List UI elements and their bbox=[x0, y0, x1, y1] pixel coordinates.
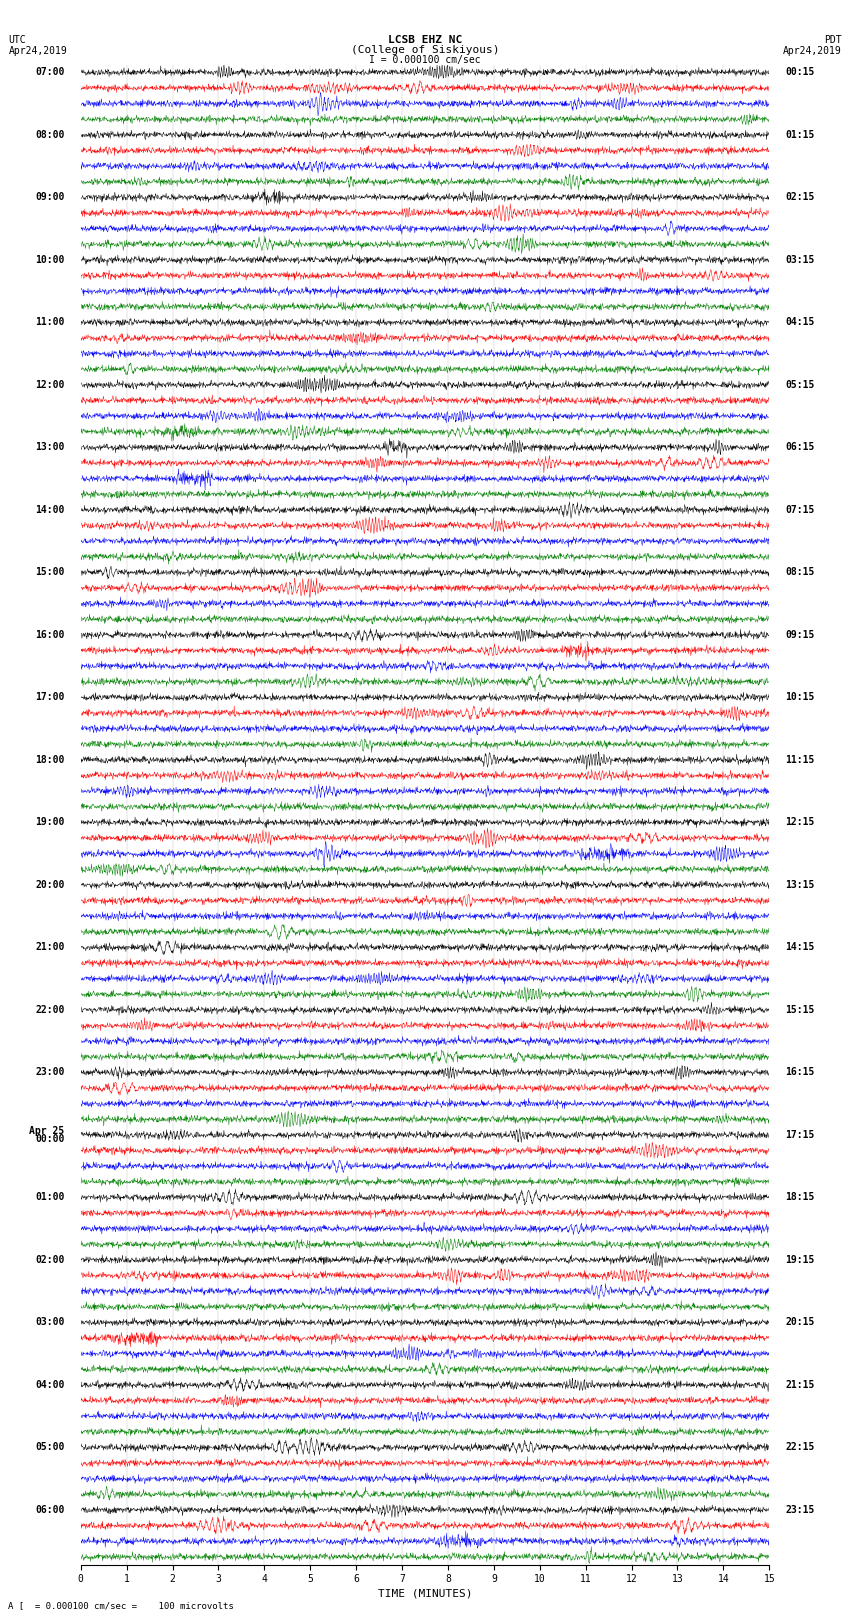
Text: I = 0.000100 cm/sec: I = 0.000100 cm/sec bbox=[369, 55, 481, 65]
Text: 23:00: 23:00 bbox=[36, 1068, 65, 1077]
Text: 00:00: 00:00 bbox=[36, 1134, 65, 1144]
Text: 15:00: 15:00 bbox=[36, 568, 65, 577]
X-axis label: TIME (MINUTES): TIME (MINUTES) bbox=[377, 1589, 473, 1598]
Text: 14:15: 14:15 bbox=[785, 942, 814, 952]
Text: 06:00: 06:00 bbox=[36, 1505, 65, 1515]
Text: A [  = 0.000100 cm/sec =    100 microvolts: A [ = 0.000100 cm/sec = 100 microvolts bbox=[8, 1600, 235, 1610]
Text: 22:15: 22:15 bbox=[785, 1442, 814, 1452]
Text: 03:15: 03:15 bbox=[785, 255, 814, 265]
Text: 08:15: 08:15 bbox=[785, 568, 814, 577]
Text: 09:00: 09:00 bbox=[36, 192, 65, 202]
Text: 19:00: 19:00 bbox=[36, 818, 65, 827]
Text: 13:15: 13:15 bbox=[785, 879, 814, 890]
Text: 00:15: 00:15 bbox=[785, 68, 814, 77]
Text: 05:15: 05:15 bbox=[785, 379, 814, 390]
Text: Apr24,2019: Apr24,2019 bbox=[783, 47, 842, 56]
Text: 16:00: 16:00 bbox=[36, 629, 65, 640]
Text: UTC: UTC bbox=[8, 35, 26, 45]
Text: 12:00: 12:00 bbox=[36, 379, 65, 390]
Text: 04:15: 04:15 bbox=[785, 318, 814, 327]
Text: 02:15: 02:15 bbox=[785, 192, 814, 202]
Text: 21:15: 21:15 bbox=[785, 1379, 814, 1390]
Text: LCSB EHZ NC: LCSB EHZ NC bbox=[388, 35, 462, 45]
Text: 01:15: 01:15 bbox=[785, 129, 814, 140]
Text: 21:00: 21:00 bbox=[36, 942, 65, 952]
Text: 20:15: 20:15 bbox=[785, 1318, 814, 1327]
Text: 01:00: 01:00 bbox=[36, 1192, 65, 1202]
Text: 11:00: 11:00 bbox=[36, 318, 65, 327]
Text: 11:15: 11:15 bbox=[785, 755, 814, 765]
Text: 17:15: 17:15 bbox=[785, 1129, 814, 1140]
Text: PDT: PDT bbox=[824, 35, 842, 45]
Text: 22:00: 22:00 bbox=[36, 1005, 65, 1015]
Text: 20:00: 20:00 bbox=[36, 879, 65, 890]
Text: 18:00: 18:00 bbox=[36, 755, 65, 765]
Text: 13:00: 13:00 bbox=[36, 442, 65, 452]
Text: 23:15: 23:15 bbox=[785, 1505, 814, 1515]
Text: 05:00: 05:00 bbox=[36, 1442, 65, 1452]
Text: 07:00: 07:00 bbox=[36, 68, 65, 77]
Text: 16:15: 16:15 bbox=[785, 1068, 814, 1077]
Text: 15:15: 15:15 bbox=[785, 1005, 814, 1015]
Text: 02:00: 02:00 bbox=[36, 1255, 65, 1265]
Text: Apr 25: Apr 25 bbox=[30, 1126, 65, 1136]
Text: 03:00: 03:00 bbox=[36, 1318, 65, 1327]
Text: (College of Siskiyous): (College of Siskiyous) bbox=[351, 45, 499, 55]
Text: 12:15: 12:15 bbox=[785, 818, 814, 827]
Text: Apr24,2019: Apr24,2019 bbox=[8, 47, 67, 56]
Text: 18:15: 18:15 bbox=[785, 1192, 814, 1202]
Text: 06:15: 06:15 bbox=[785, 442, 814, 452]
Text: 10:00: 10:00 bbox=[36, 255, 65, 265]
Text: 07:15: 07:15 bbox=[785, 505, 814, 515]
Text: 04:00: 04:00 bbox=[36, 1379, 65, 1390]
Text: 14:00: 14:00 bbox=[36, 505, 65, 515]
Text: 08:00: 08:00 bbox=[36, 129, 65, 140]
Text: 10:15: 10:15 bbox=[785, 692, 814, 702]
Text: 09:15: 09:15 bbox=[785, 629, 814, 640]
Text: 17:00: 17:00 bbox=[36, 692, 65, 702]
Text: 19:15: 19:15 bbox=[785, 1255, 814, 1265]
